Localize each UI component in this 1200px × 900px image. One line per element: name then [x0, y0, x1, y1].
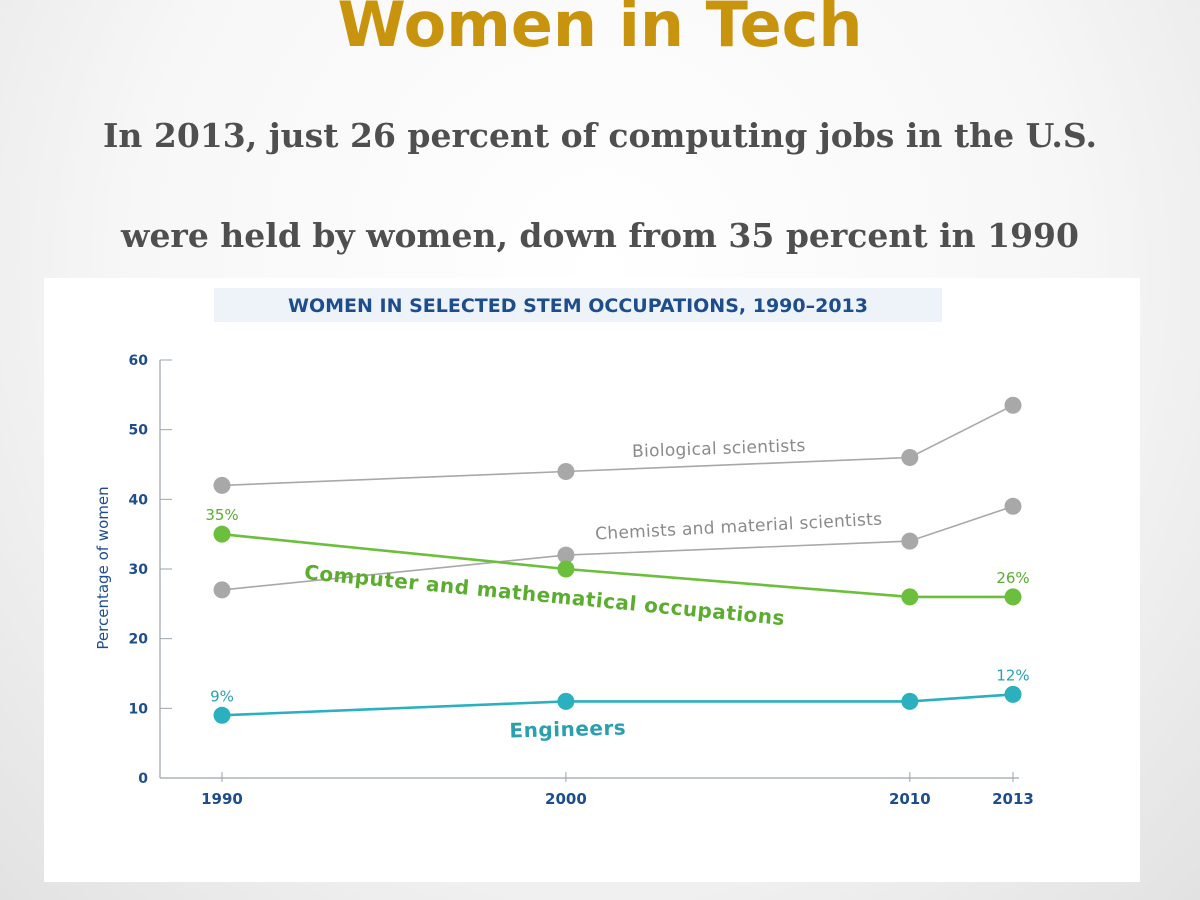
y-tick-label: 30	[129, 562, 149, 578]
x-tick-label: 2000	[545, 790, 587, 808]
data-label: 9%	[210, 687, 234, 705]
data-point	[213, 476, 231, 494]
series-line-2	[221, 532, 1013, 599]
data-point	[213, 706, 231, 724]
data-label: 26%	[996, 569, 1029, 587]
x-tick-label: 1990	[201, 790, 243, 808]
chart-panel: WOMEN IN SELECTED STEM OCCUPATIONS, 1990…	[44, 278, 1140, 882]
y-tick-label: 20	[129, 632, 149, 648]
data-point	[901, 449, 919, 467]
y-tick-label: 60	[129, 353, 149, 369]
series-name-label: Computer and mathematical occupations	[303, 560, 786, 630]
series-name-label: Chemists and material scientists	[595, 509, 883, 544]
y-tick-label: 50	[129, 423, 149, 439]
subtitle-line-2: were held by women, down from 35 percent…	[121, 216, 1079, 255]
chart-title-background	[214, 288, 942, 322]
data-point	[901, 588, 919, 606]
y-tick-label: 0	[138, 771, 148, 787]
series-line-1	[221, 505, 1014, 591]
series-line-3	[221, 693, 1014, 717]
subtitle-line-1: In 2013, just 26 percent of computing jo…	[103, 116, 1097, 155]
y-axis-title: Percentage of women	[94, 486, 112, 649]
series-line-0	[221, 404, 1014, 487]
chart-title: WOMEN IN SELECTED STEM OCCUPATIONS, 1990…	[288, 295, 868, 317]
y-tick-label: 10	[129, 701, 149, 717]
data-label: 35%	[205, 506, 238, 524]
series-name-label: Engineers	[509, 715, 626, 742]
data-point	[901, 692, 919, 710]
y-tick-label: 40	[129, 492, 149, 508]
data-point	[557, 462, 575, 480]
data-point	[557, 546, 575, 564]
x-tick-label: 2010	[889, 790, 931, 808]
data-point	[1004, 396, 1022, 414]
data-point	[901, 532, 919, 550]
data-point	[557, 692, 575, 710]
slide-title: Women in Tech	[337, 0, 863, 61]
data-point	[1004, 588, 1022, 606]
data-point	[1004, 685, 1022, 703]
data-point	[213, 581, 231, 599]
series-name-label: Biological scientists	[632, 436, 806, 462]
line-chart: WOMEN IN SELECTED STEM OCCUPATIONS, 1990…	[94, 288, 1034, 808]
data-point	[213, 525, 231, 543]
data-point	[1004, 497, 1022, 515]
data-point	[557, 560, 575, 578]
data-label: 12%	[996, 666, 1029, 684]
x-tick-label: 2013	[992, 790, 1034, 808]
